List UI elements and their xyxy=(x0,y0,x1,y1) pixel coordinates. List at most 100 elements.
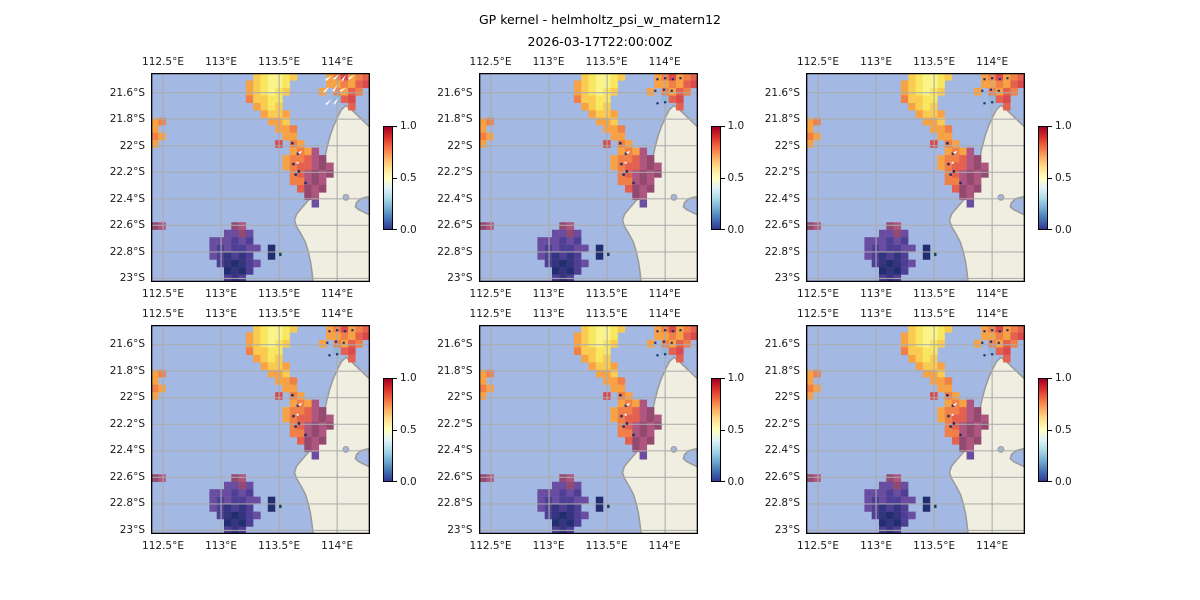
data-cell xyxy=(209,244,217,253)
marker-dot xyxy=(342,341,345,344)
x-tick-label-top: 113.5°E xyxy=(585,307,628,320)
teal-cell xyxy=(934,504,937,508)
marker-dot xyxy=(998,329,1001,332)
data-cell xyxy=(151,117,159,126)
marker-dot xyxy=(951,152,955,155)
data-cell xyxy=(580,354,589,362)
data-cell xyxy=(340,87,349,96)
data-cell xyxy=(944,177,953,186)
colorbar-tick-label: 0.5 xyxy=(1055,171,1072,184)
data-cell xyxy=(282,331,290,340)
data-cell xyxy=(675,95,684,104)
data-cell xyxy=(267,354,276,362)
data-cell xyxy=(231,503,239,512)
data-cell xyxy=(617,399,625,407)
data-cell xyxy=(915,339,923,348)
data-cell xyxy=(653,73,662,81)
data-cell xyxy=(566,496,574,504)
data-cell xyxy=(959,155,967,163)
quiver-arrow-icon xyxy=(297,401,303,405)
data-cell xyxy=(595,80,603,89)
data-cell xyxy=(573,511,581,519)
data-cell xyxy=(1010,73,1018,81)
data-cell xyxy=(806,369,814,377)
data-cell xyxy=(566,511,574,519)
data-cell xyxy=(893,229,902,238)
data-cell xyxy=(813,369,821,377)
y-tick-label: 21.8°S xyxy=(109,112,145,125)
data-cell xyxy=(588,80,596,89)
data-cell xyxy=(915,95,923,104)
data-cell xyxy=(318,177,327,186)
data-cell xyxy=(922,331,931,340)
data-cell xyxy=(348,80,356,89)
data-cell xyxy=(588,73,596,81)
data-cell xyxy=(297,414,305,422)
y-tick-label: 22.4°S xyxy=(764,444,800,457)
data-cell xyxy=(282,414,290,422)
data-cell xyxy=(544,511,552,519)
data-cell xyxy=(551,229,559,238)
data-cell xyxy=(900,503,909,512)
marker-dot xyxy=(292,162,295,166)
data-cell xyxy=(580,259,589,268)
data-cell xyxy=(609,132,618,141)
x-tick-label-top: 112.5°E xyxy=(469,55,512,68)
data-cell xyxy=(922,324,931,333)
y-tick-label: 22.8°S xyxy=(437,497,473,510)
data-cell xyxy=(289,414,298,422)
data-cell xyxy=(617,177,625,186)
data-cell xyxy=(900,331,909,340)
data-cell xyxy=(260,361,268,370)
data-cell xyxy=(267,496,276,504)
data-cell xyxy=(864,488,872,497)
data-cell xyxy=(922,73,931,81)
data-cell xyxy=(580,87,589,96)
data-cell xyxy=(966,406,975,415)
marker-dot xyxy=(989,340,993,343)
data-cell xyxy=(311,414,320,422)
data-cell xyxy=(209,237,217,245)
data-cell xyxy=(282,132,290,141)
data-cell xyxy=(653,331,662,340)
colorbar-tick xyxy=(393,429,397,431)
data-cell xyxy=(653,421,662,430)
data-cell xyxy=(631,399,640,407)
colorbar-tick-label: 0.5 xyxy=(400,171,417,184)
data-cell xyxy=(617,147,625,156)
data-cell xyxy=(966,192,975,201)
data-cell xyxy=(478,376,486,385)
data-cell xyxy=(981,80,989,89)
colorbar-tick-label: 1.0 xyxy=(727,119,745,132)
data-cell xyxy=(813,132,821,141)
x-tick-label-bottom: 114°E xyxy=(321,539,354,552)
data-cell xyxy=(326,414,334,422)
data-cell xyxy=(944,376,953,385)
marker-dot xyxy=(655,353,659,356)
data-cell xyxy=(806,132,814,141)
marker-dot xyxy=(297,421,301,425)
marker-dot xyxy=(326,341,329,344)
data-cell xyxy=(245,95,254,104)
marker-dot xyxy=(991,352,994,355)
data-cell xyxy=(348,339,356,348)
data-cell xyxy=(245,496,254,504)
data-cell xyxy=(806,222,814,230)
x-tick-label-bottom: 113.5°E xyxy=(585,539,628,552)
data-cell xyxy=(966,451,975,460)
data-cell xyxy=(340,331,349,340)
map-plot-area xyxy=(806,73,1025,282)
data-cell xyxy=(952,184,960,193)
y-tick-label: 22.6°S xyxy=(437,219,473,232)
data-cell xyxy=(340,95,349,104)
data-cell xyxy=(485,222,494,230)
data-cell xyxy=(617,155,625,163)
axes-frame xyxy=(151,73,370,282)
teal-cell xyxy=(279,252,282,257)
x-tick-label-bottom: 113.5°E xyxy=(913,539,956,552)
data-cell xyxy=(478,391,486,400)
data-cell xyxy=(304,192,312,201)
data-cell xyxy=(609,324,618,333)
data-cell xyxy=(900,87,909,96)
data-cell xyxy=(631,414,640,422)
